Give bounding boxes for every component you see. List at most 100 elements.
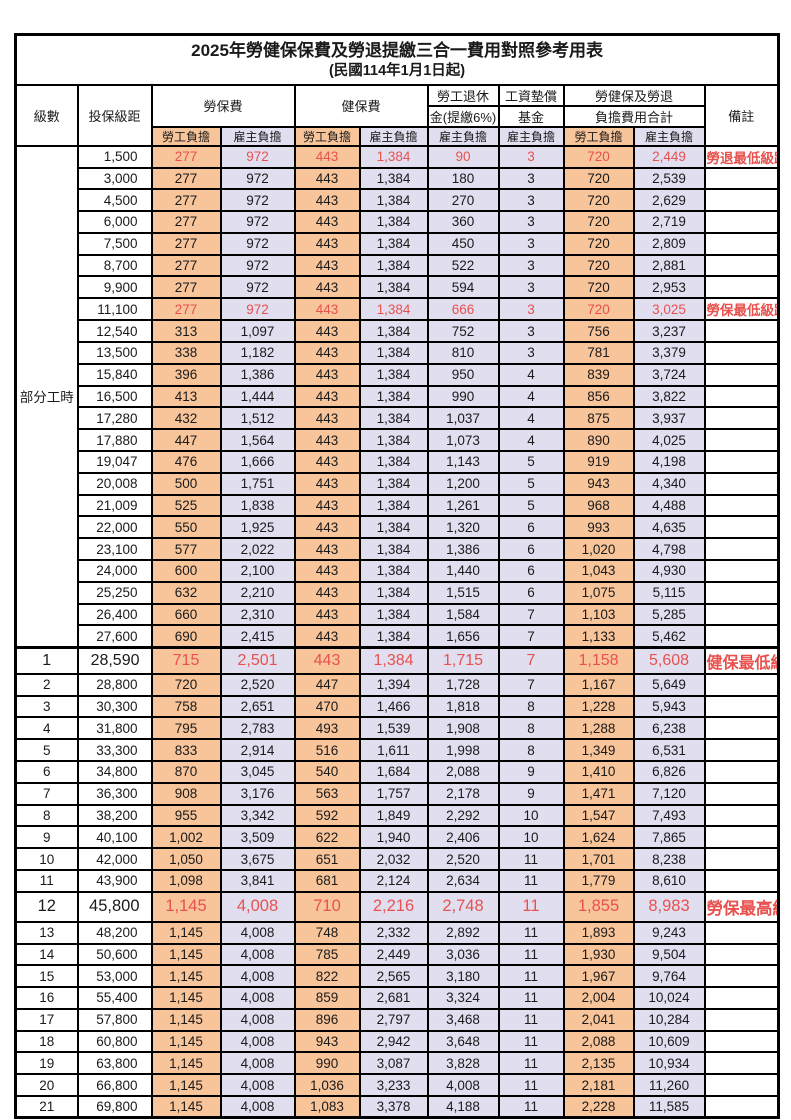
- health-employer-cell: 1,384: [358, 166, 429, 191]
- health-employer-cell: 1,611: [358, 738, 429, 762]
- bracket-cell: 15,840: [76, 362, 153, 387]
- labor-employer-cell: 4,008: [219, 890, 296, 923]
- total-worker-cell: 720: [562, 231, 635, 256]
- total-worker-cell: 943: [562, 471, 635, 496]
- pension-employer-cell: 1,728: [426, 672, 500, 697]
- total-employer-cell: 5,115: [632, 580, 706, 605]
- labor-worker-cell: 1,050: [150, 847, 222, 871]
- total-worker-cell: 2,228: [562, 1095, 635, 1119]
- labor-employer-cell: 972: [219, 210, 296, 234]
- remark-cell: [703, 1007, 780, 1032]
- health-worker-cell: 443: [293, 297, 361, 322]
- wage-fund-employer-cell: 11: [497, 1073, 565, 1098]
- health-employer-cell: 1,384: [358, 624, 429, 649]
- health-worker-cell: 443: [293, 319, 361, 344]
- health-employer-cell: 2,942: [358, 1029, 429, 1054]
- remark-cell: [703, 1073, 780, 1098]
- total-employer-cell: 7,865: [632, 825, 706, 850]
- labor-worker-cell: 413: [150, 384, 222, 409]
- pension-employer-cell: 1,998: [426, 738, 500, 762]
- table-row: 22,000 550 1,925 443 1,384 1,320 6 993 4,635: [16, 515, 780, 540]
- health-worker-cell: 943: [293, 1029, 361, 1054]
- bracket-cell: 17,280: [76, 406, 153, 431]
- table-row: 17,880 447 1,564 443 1,384 1,073 4 890 4,025: [16, 428, 780, 453]
- health-employer-cell: 2,681: [358, 986, 429, 1010]
- bracket-cell: 55,400: [76, 986, 153, 1010]
- labor-employer-cell: 972: [219, 188, 296, 213]
- health-worker-cell: 443: [293, 580, 361, 605]
- health-employer-cell: 1,466: [358, 694, 429, 719]
- table-row: 18 60,800 1,145 4,008 943 2,942 3,648 11 2,088 10…: [14, 1029, 780, 1054]
- remark-cell: [703, 803, 780, 828]
- total-worker-cell: 720: [562, 188, 635, 213]
- header-row-1: 級數 投保級距 勞保費 健保費 勞工退休 工資墊償 勞健保及勞退 備註: [14, 83, 780, 147]
- total-employer-cell: 4,198: [632, 450, 706, 474]
- remark-cell: [703, 210, 780, 234]
- total-worker-cell: 1,075: [562, 580, 635, 605]
- health-worker-cell: 822: [293, 964, 361, 989]
- wage-fund-employer-cell: 10: [497, 825, 565, 850]
- total-worker-cell: 1,855: [562, 890, 635, 923]
- total-worker-cell: 1,043: [562, 559, 635, 583]
- total-employer-cell: 10,284: [632, 1007, 706, 1032]
- bracket-cell: 13,500: [76, 341, 153, 365]
- health-worker-cell: 443: [293, 515, 361, 540]
- total-worker-cell: 968: [562, 493, 635, 518]
- subheader-labor-worker: 勞工負擔: [150, 125, 222, 147]
- labor-worker-cell: 577: [150, 537, 222, 562]
- header-row-3: 勞工負擔 雇主負擔 勞工負擔 雇主負擔 雇主負擔 雇主負擔 勞工負擔 雇主負擔: [16, 125, 779, 147]
- remark-cell: [703, 716, 780, 741]
- health-worker-cell: 990: [293, 1051, 361, 1076]
- labor-worker-cell: 715: [150, 645, 222, 675]
- labor-worker-cell: 525: [150, 493, 222, 518]
- pension-employer-cell: 2,520: [426, 847, 500, 871]
- table-row: 3 30,300 758 2,651 470 1,466 1,818 8 1,228 5,943: [14, 694, 780, 719]
- labor-worker-cell: 277: [150, 297, 222, 322]
- total-worker-cell: 2,135: [562, 1051, 635, 1076]
- remark-cell: 勞保最低級距: [703, 297, 780, 322]
- total-employer-cell: 10,024: [632, 986, 706, 1010]
- health-worker-cell: 443: [293, 624, 361, 649]
- health-worker-cell: 443: [293, 144, 361, 169]
- labor-employer-cell: 2,100: [219, 559, 296, 583]
- wage-fund-employer-cell: 3: [497, 144, 565, 169]
- health-employer-cell: 2,565: [358, 964, 429, 989]
- wage-fund-employer-cell: 5: [497, 450, 565, 474]
- pension-employer-cell: 3,036: [426, 942, 500, 967]
- total-worker-cell: 720: [562, 297, 635, 322]
- total-employer-cell: 2,809: [632, 231, 706, 256]
- wage-fund-employer-cell: 6: [497, 537, 565, 562]
- health-employer-cell: 1,940: [358, 825, 429, 850]
- remark-cell: [703, 559, 780, 583]
- total-employer-cell: 5,285: [632, 602, 706, 627]
- total-employer-cell: 2,953: [632, 275, 706, 300]
- remark-cell: [703, 694, 780, 719]
- labor-employer-cell: 4,008: [219, 964, 296, 989]
- pension-employer-cell: 3,648: [426, 1029, 500, 1054]
- part-time-merged-cell: 部分工時: [14, 144, 79, 649]
- table-row: 15,840 396 1,386 443 1,384 950 4 839 3,724: [16, 362, 780, 387]
- pension-employer-cell: 450: [426, 231, 500, 256]
- health-worker-cell: 470: [293, 694, 361, 719]
- wage-fund-employer-cell: 7: [497, 645, 565, 675]
- table-row: 12,540 313 1,097 443 1,384 752 3 756 3,237: [16, 319, 780, 344]
- total-employer-cell: 8,610: [632, 868, 706, 893]
- bracket-cell: 25,250: [76, 580, 153, 605]
- bracket-cell: 20,008: [76, 471, 153, 496]
- health-employer-cell: 3,087: [358, 1051, 429, 1076]
- labor-worker-cell: 1,145: [150, 964, 222, 989]
- health-worker-cell: 592: [293, 803, 361, 828]
- table-row: 13 48,200 1,145 4,008 748 2,332 2,892 11 1,893 9,…: [14, 920, 780, 945]
- total-employer-cell: 2,881: [632, 253, 706, 278]
- labor-worker-cell: 1,002: [150, 825, 222, 850]
- table-row: 20,008 500 1,751 443 1,384 1,200 5 943 4,340: [16, 471, 780, 496]
- health-worker-cell: 785: [293, 942, 361, 967]
- labor-worker-cell: 1,145: [150, 890, 222, 923]
- labor-employer-cell: 4,008: [219, 1051, 296, 1076]
- health-worker-cell: 447: [293, 672, 361, 697]
- pension-employer-cell: 1,440: [426, 559, 500, 583]
- labor-employer-cell: 2,783: [219, 716, 296, 741]
- health-employer-cell: 1,394: [358, 672, 429, 697]
- pension-employer-cell: 2,748: [426, 890, 500, 923]
- table-row: 19,047 476 1,666 443 1,384 1,143 5 919 4,198: [16, 450, 780, 474]
